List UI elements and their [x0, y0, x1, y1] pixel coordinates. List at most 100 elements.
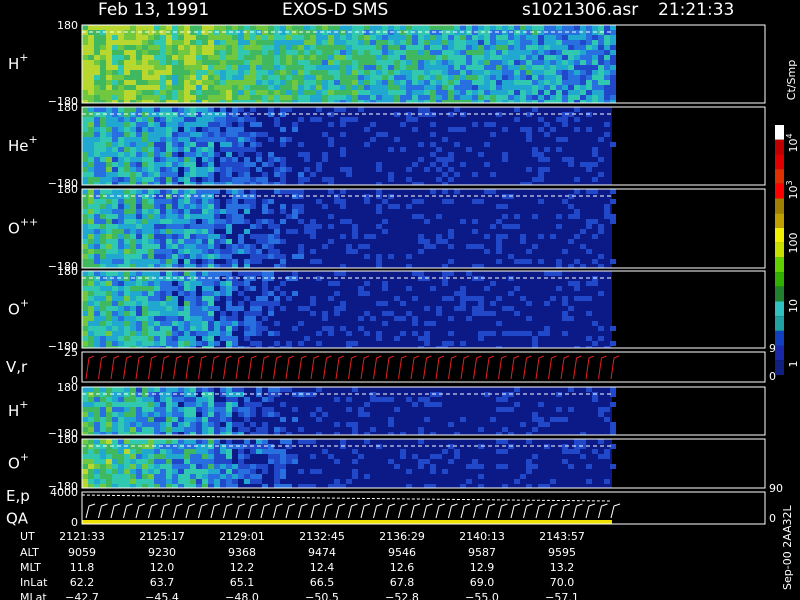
spectrogram-cell [526, 439, 532, 444]
spectrogram-cell [484, 392, 490, 397]
spectrogram-cell [166, 326, 172, 331]
spectrogram-cell [148, 301, 154, 306]
spectrogram-cell [136, 182, 142, 185]
spectrogram-cell [82, 209, 88, 214]
spectrogram-cell [340, 100, 346, 103]
spectrogram-cell [268, 234, 274, 239]
spectrogram-cell [598, 137, 604, 142]
spectrogram-cell [610, 427, 616, 432]
spectrogram-cell [202, 464, 208, 469]
spectrogram-cell [196, 454, 202, 459]
spectrogram-cell [88, 25, 94, 30]
spectrogram-cell [118, 341, 124, 346]
spectrogram-cell [550, 85, 556, 90]
spectrogram-cell [346, 244, 352, 249]
spectrogram-cell [274, 286, 280, 291]
spectrogram-cell [574, 60, 580, 65]
spectrogram-cell [496, 439, 502, 444]
spectrogram-cell [382, 60, 388, 65]
spectrogram-cell [526, 137, 532, 142]
spectrogram-cell [148, 276, 154, 281]
spectrogram-cell [142, 271, 148, 276]
spectrogram-cell [568, 30, 574, 35]
spectrogram-cell [340, 204, 346, 209]
spectrogram-cell [226, 199, 232, 204]
spectrogram-cell [130, 25, 136, 30]
spectrogram-cell [430, 132, 436, 137]
spectrogram-cell [118, 95, 124, 100]
spectrogram-cell [154, 306, 160, 311]
spectrogram-cell [118, 306, 124, 311]
spectrogram-cell [412, 199, 418, 204]
spectrogram-cell [142, 331, 148, 336]
spectrogram-cell [178, 474, 184, 479]
spectrogram-cell [232, 167, 238, 172]
spectrogram-cell [136, 439, 142, 444]
spectrogram-cell [178, 331, 184, 336]
footer-label: MLat [20, 591, 47, 600]
spectrogram-cell [208, 100, 214, 103]
spectrogram-cell [208, 412, 214, 417]
spectrogram-cell [112, 422, 118, 427]
spectrogram-cell [208, 432, 214, 435]
spectrogram-cell [394, 407, 400, 412]
spectrogram-cell [250, 326, 256, 331]
spectrogram-cell [334, 199, 340, 204]
spectrogram-cell [364, 254, 370, 259]
spectrogram-cell [430, 40, 436, 45]
spectrogram-cell [454, 172, 460, 177]
spectrogram-cell [238, 122, 244, 127]
label-base: 100 [787, 233, 800, 254]
spectrogram-cell [556, 65, 562, 70]
spectrogram-cell [118, 177, 124, 182]
spectrogram-cell [250, 60, 256, 65]
spectrogram-cell [412, 65, 418, 70]
spectrogram-cell [148, 90, 154, 95]
spectrogram-cell [568, 239, 574, 244]
spectrogram-cell [142, 45, 148, 50]
spectrogram-cell [154, 316, 160, 321]
spectrogram-cell [580, 35, 586, 40]
spectrogram-cell [478, 427, 484, 432]
spectrogram-cell [124, 412, 130, 417]
spectrogram-cell [244, 90, 250, 95]
spectrogram-cell [610, 464, 616, 469]
spectrogram-cell [538, 417, 544, 422]
spectrogram-cell [448, 95, 454, 100]
spectrogram-cell [544, 40, 550, 45]
spectrogram-cell [220, 336, 226, 341]
spectrogram-cell [292, 40, 298, 45]
colorbar-unit: Ct/Smp [785, 60, 798, 100]
spectrogram-cell [412, 331, 418, 336]
spectrogram-cell [208, 281, 214, 286]
spectrogram-cell [118, 459, 124, 464]
spectrogram-cell [244, 427, 250, 432]
spectrogram-cell [340, 35, 346, 40]
spectrogram-cell [358, 107, 364, 112]
spectrogram-cell [142, 387, 148, 392]
spectrogram-cell [148, 417, 154, 422]
spectrogram-cell [526, 259, 532, 264]
spectrogram-cell [94, 417, 100, 422]
spectrogram-cell [130, 412, 136, 417]
spectrogram-cell [364, 194, 370, 199]
spectrogram-cell [280, 204, 286, 209]
spectrogram-cell [526, 50, 532, 55]
spectrogram-cell [118, 219, 124, 224]
spectrogram-cell [244, 167, 250, 172]
spectrogram-cell [430, 75, 436, 80]
spectrogram-cell [436, 55, 442, 60]
spectrogram-cell [112, 229, 118, 234]
spectrogram-cell [88, 90, 94, 95]
spectrogram-cell [154, 132, 160, 137]
spectrogram-cell [226, 422, 232, 427]
spectrogram-cell [172, 189, 178, 194]
spectrogram-cell [124, 45, 130, 50]
spectrogram-cell [190, 60, 196, 65]
spectrogram-cell [304, 157, 310, 162]
spectrogram-cell [376, 50, 382, 55]
spectrogram-cell [346, 55, 352, 60]
spectrogram-cell [610, 25, 616, 30]
spectrogram-cell [286, 95, 292, 100]
spectrogram-cell [166, 117, 172, 122]
